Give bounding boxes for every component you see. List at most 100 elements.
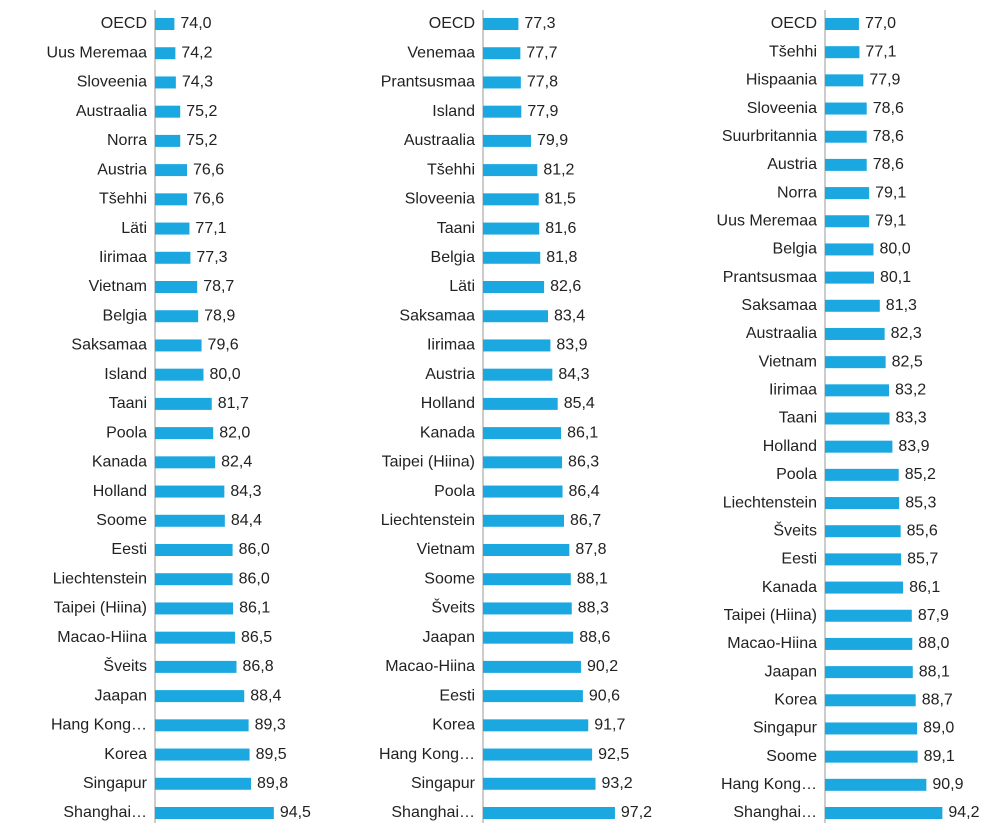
value-label: 81,3	[886, 297, 917, 314]
category-label: Holland	[421, 395, 475, 412]
value-label: 87,9	[918, 607, 949, 624]
category-label: Soome	[96, 512, 147, 529]
bar	[825, 130, 867, 143]
bar	[825, 102, 867, 115]
category-label: Austria	[97, 161, 147, 178]
bar	[825, 497, 900, 510]
value-label: 84,4	[231, 512, 262, 529]
bar	[825, 440, 893, 453]
bar	[825, 666, 913, 679]
category-label: Sloveenia	[405, 191, 475, 208]
value-label: 77,3	[196, 249, 227, 266]
value-label: 90,9	[932, 776, 963, 793]
value-label: 86,4	[569, 483, 600, 500]
value-label: 81,7	[218, 395, 249, 412]
bar	[825, 525, 901, 538]
category-label: Taipei (Hiina)	[724, 607, 817, 624]
category-label: Šveits	[773, 520, 817, 539]
bar	[155, 660, 237, 673]
category-label: Austraalia	[746, 325, 817, 342]
value-label: 82,0	[219, 424, 250, 441]
bar	[155, 602, 234, 615]
bar	[483, 251, 541, 264]
category-label: Vietnam	[759, 353, 817, 370]
bar	[155, 310, 199, 323]
bar	[825, 581, 904, 594]
value-label: 83,3	[896, 410, 927, 427]
bar	[155, 807, 274, 819]
bar	[155, 251, 191, 264]
bar	[825, 46, 860, 59]
value-label: 85,7	[907, 551, 938, 568]
value-label: 88,6	[579, 629, 610, 646]
category-label: Soome	[424, 570, 475, 587]
bar	[155, 134, 181, 147]
category-label: Macao-Hiina	[727, 635, 817, 652]
bar	[483, 485, 563, 498]
value-label: 94,2	[948, 804, 979, 821]
value-label: 82,6	[550, 278, 581, 295]
bar	[825, 18, 859, 30]
bar	[825, 637, 913, 650]
value-label: 86,1	[567, 424, 598, 441]
value-label: 89,1	[924, 748, 955, 765]
category-label: Belgia	[773, 241, 818, 258]
category-label: Austraalia	[76, 103, 147, 120]
value-label: 88,0	[918, 635, 949, 652]
value-label: 90,2	[587, 658, 618, 675]
category-label: Iirimaa	[99, 249, 147, 266]
category-label: Jaapan	[95, 687, 148, 704]
category-label: Island	[104, 366, 147, 383]
category-label: Shanghai…	[733, 804, 817, 821]
value-label: 75,2	[186, 132, 217, 149]
category-label: Austria	[425, 366, 475, 383]
category-label: Saksamaa	[741, 297, 817, 314]
category-label: Shanghai…	[63, 804, 147, 821]
category-label: Poola	[434, 483, 475, 500]
bar	[825, 271, 874, 284]
category-label: Kanada	[762, 579, 817, 596]
value-label: 83,4	[554, 307, 585, 324]
value-label: 83,9	[556, 337, 587, 354]
category-label: Sloveenia	[77, 74, 147, 91]
bar	[155, 397, 212, 410]
bar	[483, 456, 563, 469]
bar	[483, 47, 521, 60]
bar	[483, 807, 615, 819]
category-label: Taani	[109, 395, 147, 412]
value-label: 81,6	[545, 220, 576, 237]
bar	[825, 384, 890, 397]
category-label: Holland	[93, 483, 147, 500]
value-label: 85,3	[905, 494, 936, 511]
bar	[155, 719, 249, 732]
bar	[483, 222, 540, 235]
bar	[483, 544, 570, 556]
value-label: 77,7	[526, 44, 557, 61]
value-label: 86,0	[239, 541, 270, 558]
bar	[483, 602, 572, 615]
bar	[483, 368, 553, 381]
bar	[155, 631, 236, 644]
value-label: 85,6	[907, 522, 938, 539]
bar	[483, 777, 596, 790]
category-label: Liechtenstein	[723, 494, 817, 511]
category-label: Vietnam	[89, 278, 147, 295]
bar	[825, 750, 918, 763]
bar	[155, 368, 204, 381]
value-label: 76,6	[193, 161, 224, 178]
bar	[483, 281, 545, 293]
bar	[483, 748, 593, 761]
value-label: 89,8	[257, 775, 288, 792]
value-label: 77,3	[524, 15, 555, 32]
category-label: Poola	[106, 424, 147, 441]
value-label: 86,3	[568, 454, 599, 471]
bar	[155, 427, 214, 440]
category-label: Austria	[767, 156, 817, 173]
category-label: Korea	[104, 746, 147, 763]
category-label: Hang Kong…	[51, 717, 147, 734]
value-label: 83,9	[898, 438, 929, 455]
value-label: 79,6	[208, 337, 239, 354]
bar	[155, 281, 198, 293]
value-label: 86,5	[241, 629, 272, 646]
